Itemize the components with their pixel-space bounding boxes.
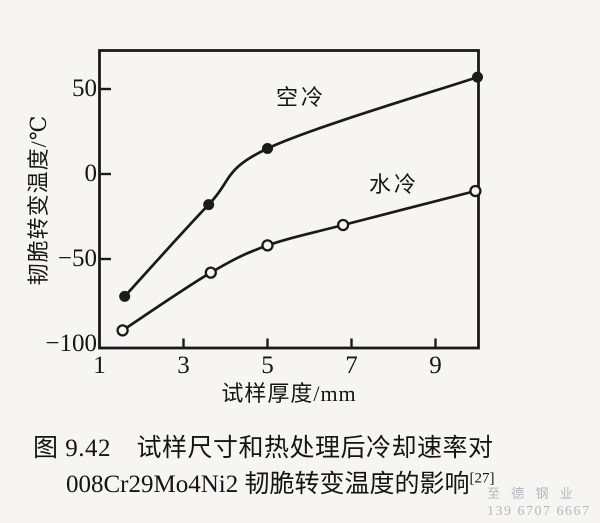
open-marker-水冷 [116,324,129,337]
open-marker-水冷 [261,239,274,252]
filled-marker-空冷 [472,71,483,83]
series-label-air-cooling: 空冷 [276,85,327,110]
x-tick-label: 9 [429,352,442,379]
filled-marker-空冷 [119,290,131,302]
caption-text: 008Cr29Mo4Ni2 韧脆转变温度的影响 [66,471,470,498]
plot-canvas [98,49,483,350]
x-tick-label: 3 [177,352,190,379]
x-tick-label: 1 [93,352,106,379]
caption-line-1: 图 9.42 试样尺寸和热处理后冷却速率对 [33,435,494,462]
data-series [116,71,483,337]
axis-ticks [100,87,437,347]
y-tick-label: −50 [57,245,97,272]
filled-marker-空冷 [262,143,273,154]
chart: 韧脆转变温度/℃ 试样厚度/mm 空冷 水冷 1 3 5 7 9 50 0 −50 −100 [26,49,483,406]
y-tick-label: −100 [45,330,97,357]
open-marker-水冷 [336,218,350,232]
series-label-water-cooling: 水冷 [369,172,420,197]
x-tick-label: 7 [345,352,358,379]
open-marker-水冷 [204,266,217,279]
figure-caption: 图 9.42 试样尺寸和热处理后冷却速率对 008Cr29Mo4Ni2 韧脆转变… [0,433,600,501]
open-marker-水冷 [469,184,482,198]
curve-空冷 [123,75,479,298]
caption-line-2: 008Cr29Mo4Ni2 韧脆转变温度的影响[27] [66,469,600,501]
watermark-company: 至 德 钢 业 [487,486,577,501]
caption-reference: [27] [469,470,495,487]
x-tick-label: 5 [261,352,274,379]
watermark: 至 德 钢 业 139 6707 6667 [487,483,591,520]
plot-border [98,49,480,350]
watermark-phone: 139 6707 6667 [487,504,591,519]
filled-marker-空冷 [203,199,215,211]
y-tick-label: 50 [72,75,97,102]
curve-水冷 [121,189,477,332]
y-tick-label: 0 [84,160,98,187]
x-axis-title: 试样厚度/mm [221,381,357,406]
